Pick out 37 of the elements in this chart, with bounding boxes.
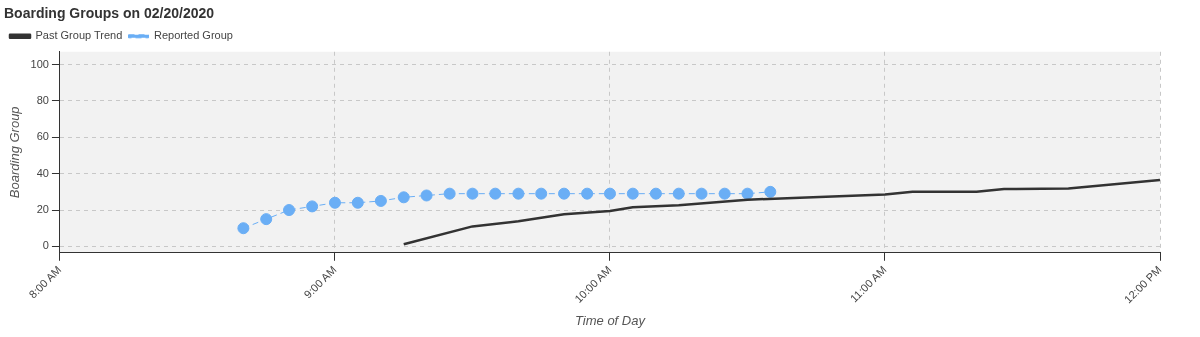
point [397,191,410,204]
point [558,187,571,200]
point [741,187,754,200]
point [306,200,319,213]
legend-label: Past Group Trend [35,29,123,42]
point [237,222,250,235]
legend-label: Reported Group [154,29,233,42]
point [260,213,273,226]
point [512,187,525,200]
y-tick-label: 80 [36,93,49,106]
point [443,187,456,200]
point [489,187,502,200]
y-tick-label: 100 [30,57,49,70]
point [328,196,341,209]
point [695,187,708,200]
y-tick-label: 40 [36,166,49,179]
y-axis-title: Boarding Group [7,106,23,199]
chart-title: Boarding Groups on 02/20/2020 [4,5,215,22]
x-tick-label: 8:00 AM [26,263,64,301]
point [626,187,639,200]
point [374,194,387,207]
y-tick-label: 20 [36,203,49,216]
point [283,204,296,217]
point [581,187,594,200]
y-tick-label: 0 [42,239,49,252]
x-axis-title: Time of Day [574,312,647,328]
point [764,185,777,198]
point [718,187,731,200]
point [535,187,548,200]
point [672,187,685,200]
y-tick-label: 60 [36,130,49,143]
point [466,187,479,200]
x-tick-label: 9:00 AM [301,263,339,301]
point [420,189,433,202]
point [649,187,662,200]
point [603,187,616,200]
point [351,196,364,209]
